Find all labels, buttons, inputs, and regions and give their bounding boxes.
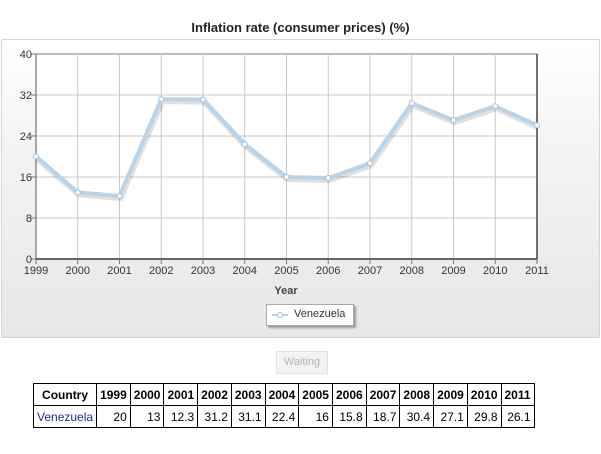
value-cell: 20: [96, 405, 131, 428]
value-cell: 27.1: [433, 405, 468, 428]
y-tick-label: 24: [20, 131, 32, 143]
y-tick-label: 16: [20, 172, 32, 184]
y-tick-label: 32: [20, 90, 32, 102]
x-tick-label: 2003: [191, 265, 215, 277]
x-tick-label: 1999: [24, 265, 48, 277]
x-tick-label: 2008: [400, 265, 424, 277]
data-point[interactable]: [74, 189, 81, 196]
data-point[interactable]: [408, 100, 415, 107]
table-header-year: 2005: [298, 383, 333, 406]
x-tick-label: 2010: [483, 265, 507, 277]
table-header-row: Country 1999 2000 2001 2002 2003 2004 2005 2006…: [32, 383, 535, 406]
value-cell: 18.7: [365, 405, 401, 428]
table-header-year: 2007: [365, 383, 401, 406]
table-header-year: 2006: [331, 383, 367, 406]
x-tick-labels: 1999 2000 2001 2002 2003 2004 2005 2006 2007 2008…: [24, 259, 549, 277]
table-body: Venezuela 20 13 12.3 31.2 31.1 22.4 16 15.8 18.7 3…: [32, 405, 535, 428]
data-point[interactable]: [283, 174, 290, 180]
value-cell: 15.8: [331, 405, 367, 428]
y-tick-labels: 0 8 16 24 32 40: [20, 49, 36, 266]
table-header-year: 2010: [466, 383, 502, 406]
y-tick-label: 40: [20, 49, 32, 61]
data-point[interactable]: [158, 96, 165, 103]
value-cell: 30.4: [399, 405, 435, 428]
table-header-year: 1999: [96, 383, 131, 406]
data-point[interactable]: [492, 103, 499, 110]
x-tick-label: 2004: [233, 265, 257, 277]
line-chart: 0 8 16 24 32 40 1999 2000 2001 2002 2003 2004 2005 2…: [20, 49, 549, 297]
table-row: Venezuela 20 13 12.3 31.2 31.1 22.4 16 15.8 18.7 3…: [32, 405, 535, 428]
waiting-button[interactable]: Waiting: [276, 351, 328, 374]
table-header-country: Country: [32, 383, 98, 406]
data-point[interactable]: [534, 122, 540, 129]
grid-lines: [36, 54, 537, 259]
data-point[interactable]: [241, 141, 248, 148]
data-point[interactable]: [200, 96, 206, 103]
x-axis-label: Year: [274, 285, 298, 297]
value-cell: 31.1: [230, 405, 266, 428]
y-tick-label: 0: [26, 254, 32, 266]
table-header-year: 2009: [433, 383, 468, 406]
x-tick-label: 2009: [441, 265, 465, 277]
data-point[interactable]: [450, 117, 457, 124]
x-tick-label: 2001: [107, 265, 131, 277]
value-cell: 16: [298, 405, 333, 428]
data-point[interactable]: [325, 175, 332, 182]
x-tick-label: 2002: [149, 265, 173, 277]
value-cell: 26.1: [500, 405, 535, 428]
value-cell: 29.8: [466, 405, 502, 428]
legend-swatch-icon: [272, 312, 288, 318]
value-cell: 12.3: [163, 405, 199, 428]
table-header-year: 2000: [129, 383, 165, 406]
table-header-year: 2008: [399, 383, 435, 406]
x-tick-label: 2007: [358, 265, 382, 277]
x-tick-label: 2006: [316, 265, 340, 277]
y-tick-label: 8: [26, 213, 32, 225]
table-header-year: 2003: [230, 383, 266, 406]
table-header-year: 2002: [197, 383, 232, 406]
data-table: Country 1999 2000 2001 2002 2003 2004 2005 2006…: [32, 383, 535, 428]
country-cell[interactable]: Venezuela: [32, 405, 98, 428]
x-tick-label: 2005: [274, 265, 298, 277]
legend-label: Venezuela: [294, 308, 346, 320]
value-cell: 13: [129, 405, 165, 428]
series-venezuela: [33, 96, 540, 201]
data-point[interactable]: [367, 160, 373, 167]
table-header-year: 2004: [264, 383, 300, 406]
value-cell: 22.4: [264, 405, 300, 428]
legend[interactable]: Venezuela: [266, 304, 354, 326]
data-point[interactable]: [116, 192, 123, 199]
x-tick-label: 2011: [525, 265, 549, 277]
x-tick-label: 2000: [66, 265, 90, 277]
value-cell: 31.2: [197, 405, 232, 428]
table-header-year: 2001: [163, 383, 199, 406]
chart-title: Inflation rate (consumer prices) (%): [191, 20, 410, 35]
data-point[interactable]: [33, 153, 39, 160]
table-header-year: 2011: [500, 383, 535, 406]
